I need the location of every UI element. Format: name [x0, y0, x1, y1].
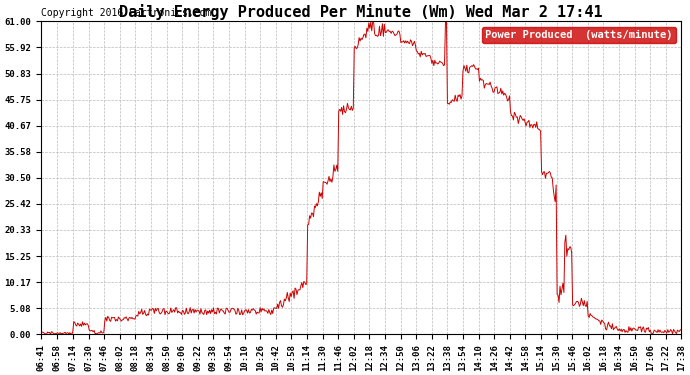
Legend: Power Produced  (watts/minute): Power Produced (watts/minute) [482, 27, 676, 43]
Title: Daily Energy Produced Per Minute (Wm) Wed Mar 2 17:41: Daily Energy Produced Per Minute (Wm) We… [119, 4, 603, 20]
Text: Copyright 2016 Cartronics.com: Copyright 2016 Cartronics.com [41, 8, 211, 18]
